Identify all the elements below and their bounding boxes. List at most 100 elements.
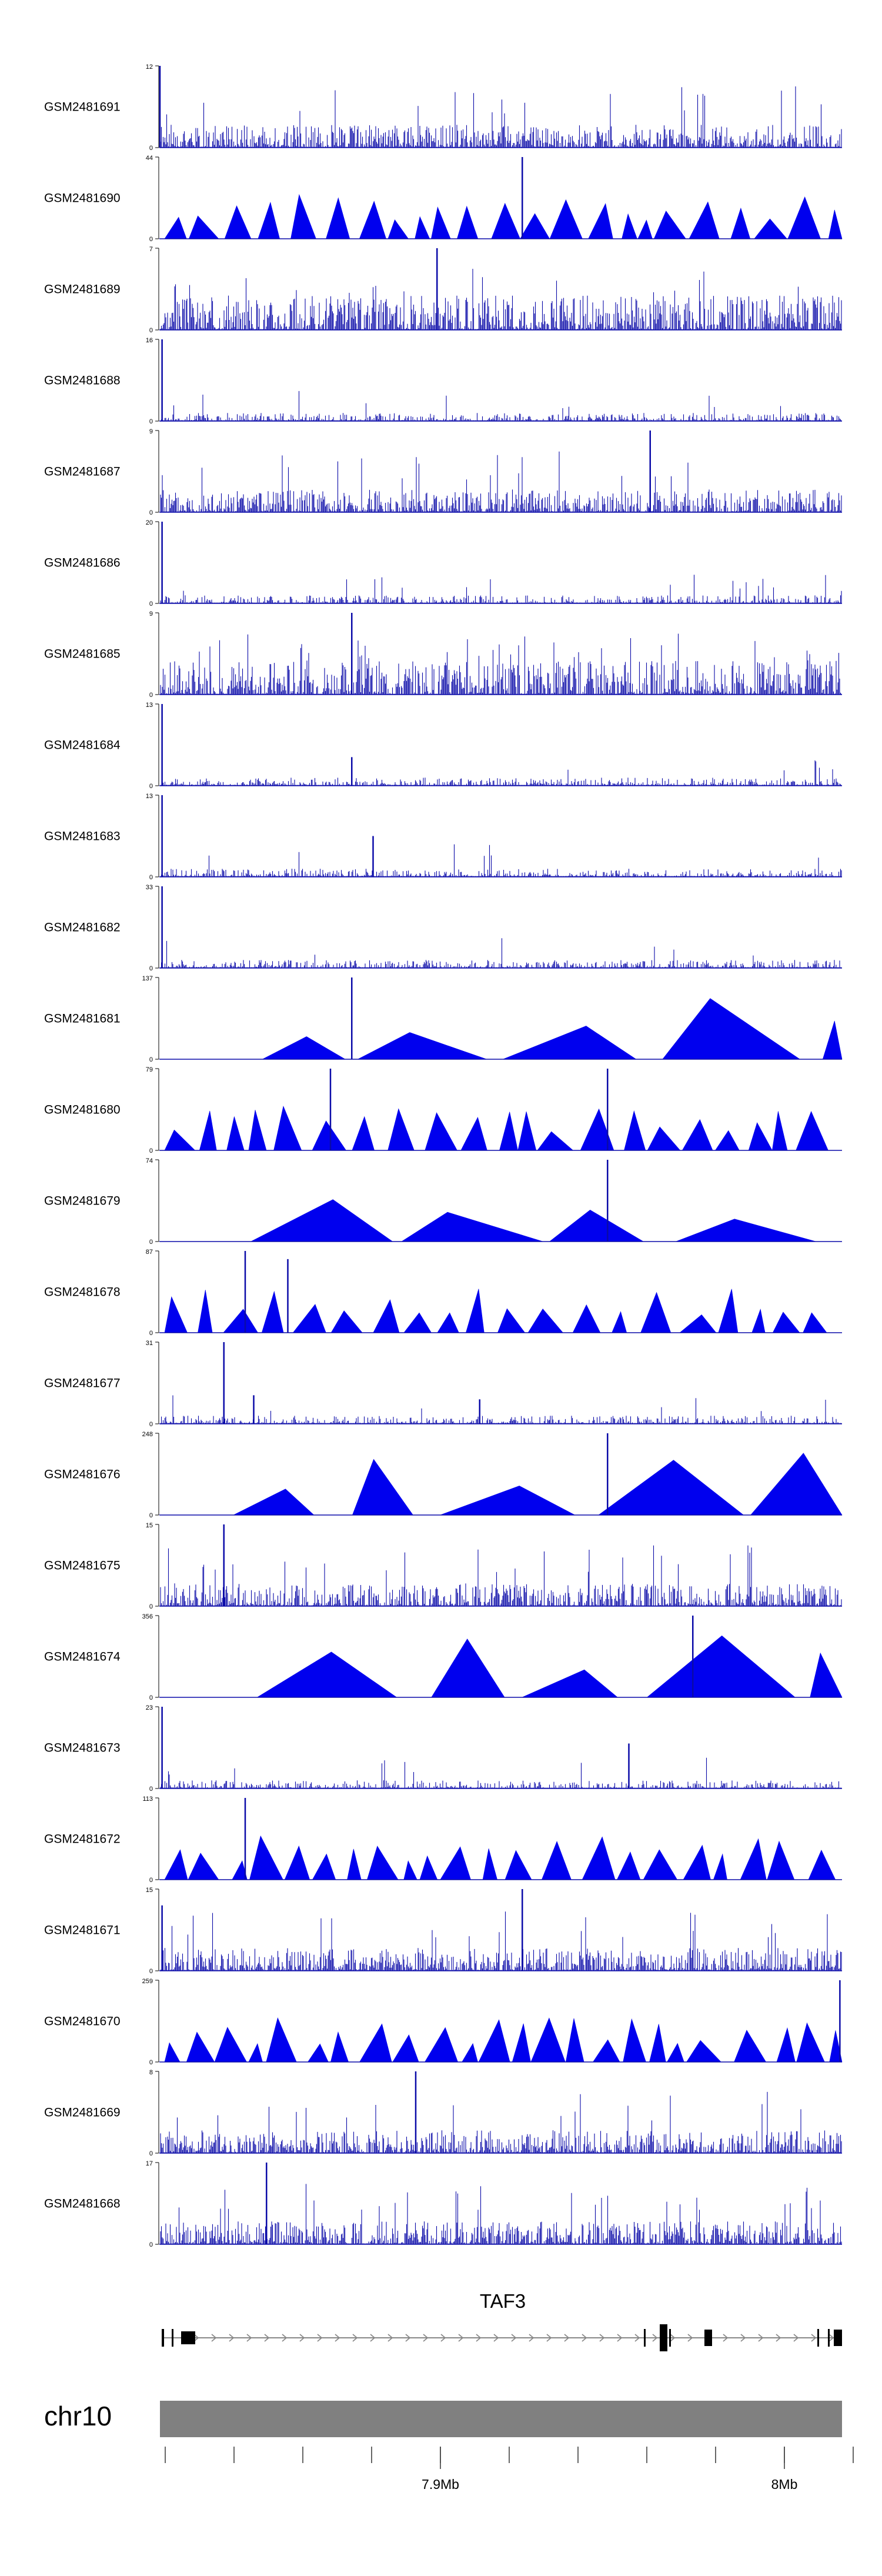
track-GSM2481690: GSM2481690 44 0	[44, 155, 843, 243]
chromosome-bar	[160, 2401, 842, 2437]
track-GSM2481684: GSM2481684 13 0	[44, 702, 842, 790]
exon-1	[172, 2329, 173, 2347]
strand-arrow-icon	[776, 2334, 781, 2342]
signal-bars	[160, 1757, 842, 1788]
signal-bars	[160, 575, 842, 603]
y-tick-label-max: 7	[149, 246, 153, 253]
track-label: GSM2481674	[44, 1650, 121, 1664]
y-tick-label-zero: 0	[149, 1877, 153, 1884]
strand-arrow-icon	[476, 2334, 482, 2342]
y-tick-label-max: 356	[142, 1613, 153, 1620]
track-label: GSM2481689	[44, 283, 121, 296]
signal-bars	[160, 844, 842, 877]
exon-2	[181, 2331, 195, 2344]
y-tick-label-max: 16	[146, 337, 153, 344]
signal-area	[164, 193, 843, 239]
signal-area	[233, 1453, 843, 1516]
signal-area	[164, 1835, 836, 1880]
y-tick-label-zero: 0	[149, 2059, 153, 2066]
y-tick-label-max: 137	[142, 975, 153, 982]
exon-9	[834, 2330, 842, 2346]
track-GSM2481688: GSM2481688 16 0	[44, 337, 842, 425]
signal-bars	[160, 86, 842, 148]
track-label: GSM2481681	[44, 1012, 121, 1026]
y-tick-label-max: 23	[146, 1704, 153, 1711]
track-GSM2481676: GSM2481676 248 0	[44, 1431, 843, 1519]
track-GSM2481686: GSM2481686 20 0	[44, 519, 842, 608]
track-GSM2481675: GSM2481675 15 0	[44, 1522, 842, 1610]
y-tick-label-max: 8	[149, 2069, 153, 2076]
x-tick-label: 8Mb	[771, 2477, 798, 2492]
y-tick-label-zero: 0	[149, 692, 153, 699]
y-tick-label-zero: 0	[149, 236, 153, 243]
y-tick-label-max: 15	[146, 1887, 153, 1894]
strand-arrow-icon	[352, 2334, 358, 2342]
signal-bars	[160, 269, 842, 330]
y-tick-label-max: 248	[142, 1431, 153, 1438]
y-tick-label-max: 31	[146, 1340, 153, 1347]
track-label: GSM2481683	[44, 830, 121, 843]
y-tick-label-max: 87	[146, 1249, 153, 1256]
signal-bars	[160, 391, 842, 421]
y-tick-label-zero: 0	[149, 145, 153, 152]
track-GSM2481680: GSM2481680 79 0	[44, 1066, 842, 1154]
strand-arrow-icon	[193, 2334, 199, 2342]
strand-arrow-icon	[511, 2334, 517, 2342]
signal-bars	[160, 1545, 842, 1606]
strand-arrow-icon	[687, 2334, 693, 2342]
strand-arrow-icon	[740, 2334, 746, 2342]
y-tick-label-zero: 0	[149, 509, 153, 516]
track-label: GSM2481677	[44, 1377, 121, 1390]
signal-bars	[160, 1911, 842, 1971]
track-GSM2481673: GSM2481673 23 0	[44, 1704, 842, 1793]
signal-bars	[160, 1395, 842, 1424]
track-GSM2481685: GSM2481685 9 0	[44, 610, 842, 699]
strand-arrow-icon	[299, 2334, 305, 2342]
signal-bars	[160, 760, 842, 786]
track-GSM2481687: GSM2481687 9 0	[44, 428, 842, 516]
y-tick-label-max: 9	[149, 610, 153, 618]
track-label: GSM2481685	[44, 648, 121, 661]
track-label: GSM2481682	[44, 921, 121, 935]
signal-bars	[160, 938, 842, 968]
signal-area	[262, 998, 843, 1060]
track-GSM2481682: GSM2481682 33 0	[44, 884, 842, 972]
y-tick-label-max: 15	[146, 1522, 153, 1529]
tracks-layer: GSM2481691120GSM2481690440GSM248168970GS…	[44, 64, 843, 2248]
track-label: GSM2481678	[44, 1286, 121, 1299]
y-tick-label-max: 20	[146, 519, 153, 526]
y-tick-label-zero: 0	[149, 1968, 153, 1975]
track-label: GSM2481672	[44, 1833, 121, 1846]
strand-arrow-icon	[458, 2334, 464, 2342]
track-label: GSM2481670	[44, 2015, 121, 2028]
y-tick-label-max: 113	[142, 1796, 153, 1803]
track-label: GSM2481690	[44, 192, 121, 205]
signal-bars	[160, 2184, 842, 2244]
y-tick-label-zero: 0	[149, 783, 153, 790]
signal-bars	[160, 451, 842, 512]
y-tick-label-max: 259	[142, 1978, 153, 1985]
strand-arrow-icon	[652, 2334, 658, 2342]
y-tick-label-zero: 0	[149, 965, 153, 972]
exon-0	[162, 2329, 164, 2347]
y-tick-label-zero: 0	[149, 2241, 153, 2248]
y-tick-label-zero: 0	[149, 1786, 153, 1793]
y-tick-label-zero: 0	[149, 1421, 153, 1428]
track-GSM2481678: GSM2481678 87 0	[44, 1249, 842, 1337]
strand-arrow-icon	[582, 2334, 587, 2342]
strand-arrow-icon	[634, 2334, 640, 2342]
y-tick-label-max: 12	[146, 64, 153, 71]
strand-arrow-icon	[546, 2334, 552, 2342]
exon-8	[828, 2329, 830, 2347]
signal-area	[250, 1199, 816, 1242]
track-label: GSM2481687	[44, 465, 121, 479]
track-GSM2481669: GSM2481669 8 0	[44, 2069, 842, 2157]
strand-arrow-icon	[370, 2334, 376, 2342]
track-GSM2481689: GSM2481689 7 0	[44, 246, 842, 334]
y-tick-label-zero: 0	[149, 1603, 153, 1610]
y-tick-label-zero: 0	[149, 1330, 153, 1337]
strand-arrow-icon	[564, 2334, 570, 2342]
strand-arrow-icon	[440, 2334, 446, 2342]
